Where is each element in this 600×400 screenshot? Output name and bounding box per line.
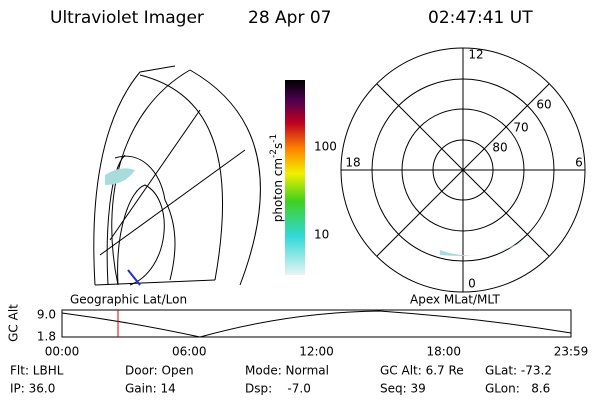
orbit-xtick: 18:00 xyxy=(426,345,461,359)
status-field: GLat: -73.2 xyxy=(485,364,552,378)
status-field: GC Alt: 6.7 Re xyxy=(380,364,464,378)
mlt-label: 12 xyxy=(468,48,483,62)
orbit-ylabel: GC Alt xyxy=(7,304,21,342)
time: 02:47:41 UT xyxy=(428,8,533,28)
mlt-label: 0 xyxy=(468,277,476,291)
orbit-xtick: 00:00 xyxy=(45,345,80,359)
status-field: Dsp: -7.0 xyxy=(245,382,311,396)
orbit-xtick: 12:00 xyxy=(299,345,334,359)
colorbar-unit: photon cm-2s-1 xyxy=(269,134,285,223)
colorbar-label: 100 xyxy=(314,140,337,154)
lat-label: 60 xyxy=(536,98,551,112)
orbit-ytick: 9.0 xyxy=(37,308,56,322)
colorbar xyxy=(285,80,305,275)
orbit-plot xyxy=(61,309,572,338)
mlt-label: 6 xyxy=(575,156,583,170)
orbit-xtick: 06:00 xyxy=(172,345,207,359)
status-field: Flt: LBHL xyxy=(10,364,64,378)
colorbar-label: 10 xyxy=(314,228,329,242)
status-field: Seq: 39 xyxy=(380,382,426,396)
status-field: IP: 36.0 xyxy=(10,382,55,396)
mlt-label: 18 xyxy=(345,156,360,170)
panel-title: Geographic Lat/Lon xyxy=(70,293,187,307)
status-field: GLon: 8.6 xyxy=(485,382,550,396)
status-field: Door: Open xyxy=(125,364,194,378)
date: 28 Apr 07 xyxy=(248,8,331,28)
geographic-map xyxy=(93,65,261,286)
orbit-xtick: 23:59 xyxy=(554,345,589,359)
instrument: Ultraviolet Imager xyxy=(50,8,204,28)
polar-plot xyxy=(340,47,586,293)
lat-label: 70 xyxy=(513,121,528,135)
lat-label: 80 xyxy=(492,141,507,155)
status-field: Gain: 14 xyxy=(125,382,176,396)
panel-title: Apex MLat/MLT xyxy=(410,293,500,307)
orbit-ytick: 1.8 xyxy=(37,330,56,344)
status-field: Mode: Normal xyxy=(245,364,329,378)
